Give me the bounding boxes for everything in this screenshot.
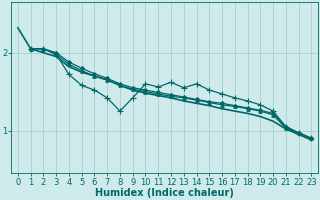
X-axis label: Humidex (Indice chaleur): Humidex (Indice chaleur) bbox=[95, 188, 234, 198]
